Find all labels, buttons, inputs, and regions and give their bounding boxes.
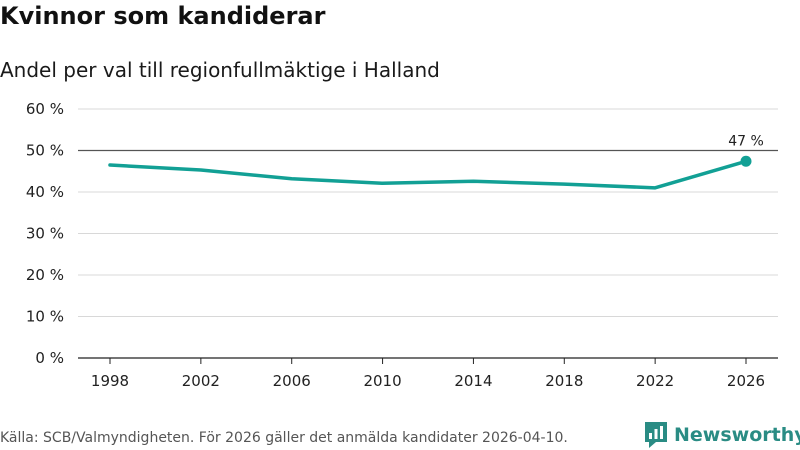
x-tick-label: 2026 — [727, 372, 765, 390]
x-tick-label: 2002 — [182, 372, 220, 390]
x-tick-label: 2014 — [454, 372, 492, 390]
y-tick-label: 50 % — [26, 142, 64, 160]
y-tick-label: 0 % — [35, 349, 64, 367]
source-note: Källa: SCB/Valmyndigheten. För 2026 gäll… — [0, 430, 568, 446]
brand-name: Newsworthy — [674, 424, 800, 446]
x-tick-label: 1998 — [91, 372, 129, 390]
y-tick-label: 60 % — [26, 100, 64, 118]
newsworthy-logo-icon — [645, 422, 667, 448]
y-tick-label: 30 % — [26, 225, 64, 243]
chart-title: Kvinnor som kandiderar — [0, 2, 326, 30]
chart-subtitle: Andel per val till regionfullmäktige i H… — [0, 58, 440, 82]
x-tick-label: 2010 — [363, 372, 401, 390]
y-tick-label: 40 % — [26, 183, 64, 201]
x-tick-label: 2018 — [545, 372, 583, 390]
series-line — [108, 159, 748, 190]
y-tick-label: 20 % — [26, 266, 64, 284]
line-chart: 0 % 10 % 20 % 30 % 40 % 50 % 60 % 1998 2002 2006 2… — [26, 100, 778, 390]
brand-logo: Newsworthy — [644, 421, 800, 449]
y-tick-label: 10 % — [26, 308, 64, 326]
x-tick-label: 2022 — [636, 372, 674, 390]
data-point — [740, 155, 752, 167]
x-tick-label: 2006 — [273, 372, 311, 390]
data-label: 47 % — [728, 133, 764, 149]
